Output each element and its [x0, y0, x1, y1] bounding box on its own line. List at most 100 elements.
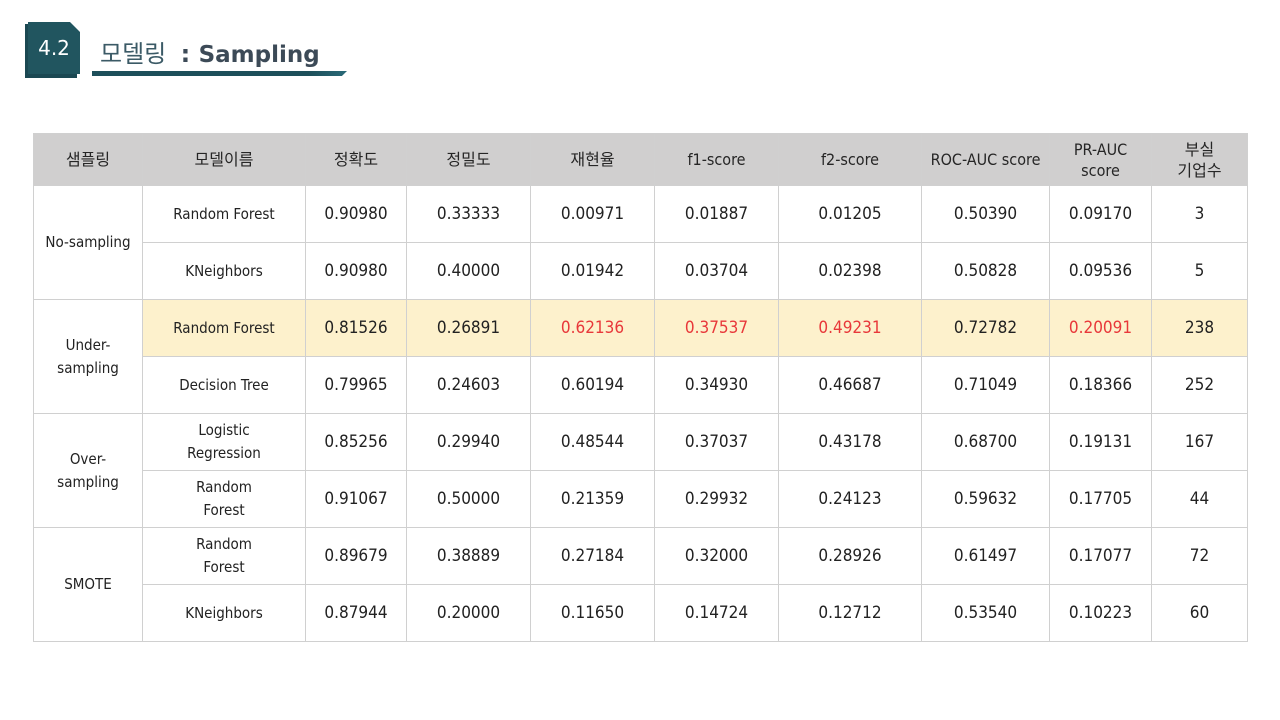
title-separator: :: [172, 40, 199, 68]
title-english: Sampling: [198, 42, 320, 68]
roc-auc-cell: 0.72782: [921, 299, 1050, 357]
insolvent-count-cell: 238: [1151, 299, 1248, 357]
model-name-cell: Random Forest: [142, 470, 306, 528]
recall-cell: 0.48544: [530, 413, 655, 471]
precision-cell: 0.50000: [406, 470, 531, 528]
column-header-pr-auc: PR-AUC score: [1049, 133, 1152, 186]
f1-score-cell: 0.01887: [654, 185, 779, 243]
model-name-cell: Decision Tree: [142, 356, 306, 414]
f2-score-cell: 0.28926: [778, 527, 922, 585]
accuracy-cell: 0.87944: [305, 584, 407, 642]
precision-cell: 0.38889: [406, 527, 531, 585]
accuracy-cell: 0.90980: [305, 242, 407, 300]
pr-auc-cell: 0.17705: [1049, 470, 1152, 528]
recall-cell: 0.60194: [530, 356, 655, 414]
accuracy-cell: 0.79965: [305, 356, 407, 414]
recall-cell: 0.27184: [530, 527, 655, 585]
f2-score-cell: 0.43178: [778, 413, 922, 471]
column-header-roc-auc: ROC-AUC score: [921, 133, 1050, 186]
model-name-cell: KNeighbors: [142, 242, 306, 300]
f1-score-cell: 0.32000: [654, 527, 779, 585]
pr-auc-cell: 0.20091: [1049, 299, 1152, 357]
table-row: No-sampling Random Forest 0.90980 0.3333…: [33, 185, 1248, 300]
insolvent-count-cell: 44: [1151, 470, 1248, 528]
f2-score-cell: 0.02398: [778, 242, 922, 300]
column-header-precision: 정밀도: [406, 133, 531, 186]
table-row: KNeighbors 0.90980 0.40000 0.01942 0.037…: [34, 242, 1248, 300]
recall-cell: 0.00971: [530, 185, 655, 243]
results-table: 샘플링 모델이름 정확도 정밀도 재현율 f1-score f2-score R…: [33, 133, 1248, 642]
insolvent-count-cell: 60: [1151, 584, 1248, 642]
model-name-cell: Random Forest: [142, 185, 306, 243]
roc-auc-cell: 0.50390: [921, 185, 1050, 243]
table-row: Decision Tree 0.79965 0.24603 0.60194 0.…: [34, 356, 1248, 414]
table-row: SMOTE Random Forest 0.89679 0.38889 0.27…: [33, 527, 1248, 642]
accuracy-cell: 0.91067: [305, 470, 407, 528]
pr-auc-cell: 0.09170: [1049, 185, 1152, 243]
accuracy-cell: 0.81526: [305, 299, 407, 357]
pr-auc-cell: 0.18366: [1049, 356, 1152, 414]
roc-auc-cell: 0.71049: [921, 356, 1050, 414]
f2-score-cell: 0.24123: [778, 470, 922, 528]
table-row: KNeighbors 0.87944 0.20000 0.11650 0.147…: [34, 584, 1248, 642]
f2-score-cell: 0.01205: [778, 185, 922, 243]
column-header-insolvent-count: 부실 기업수: [1151, 133, 1248, 186]
model-name-cell: Random Forest: [142, 527, 306, 585]
table-row-highlighted: Under-sampling Random Forest 0.81526 0.2…: [33, 299, 1248, 414]
f2-score-cell: 0.49231: [778, 299, 922, 357]
pr-auc-cell: 0.09536: [1049, 242, 1152, 300]
precision-cell: 0.29940: [406, 413, 531, 471]
model-name-cell: Logistic Regression: [142, 413, 306, 471]
roc-auc-cell: 0.61497: [921, 527, 1050, 585]
group-label-over-sampling: Over- sampling: [33, 413, 143, 528]
roc-auc-cell: 0.53540: [921, 584, 1050, 642]
model-name-cell: KNeighbors: [142, 584, 306, 642]
accuracy-cell: 0.89679: [305, 527, 407, 585]
group-label-smote: SMOTE: [33, 527, 143, 642]
recall-cell: 0.11650: [530, 584, 655, 642]
recall-cell: 0.21359: [530, 470, 655, 528]
roc-auc-cell: 0.59632: [921, 470, 1050, 528]
f1-score-cell: 0.14724: [654, 584, 779, 642]
group-label-no-sampling: No-sampling: [33, 185, 143, 300]
column-header-f1-score: f1-score: [654, 133, 779, 186]
precision-cell: 0.40000: [406, 242, 531, 300]
page-title: 모델링 : Sampling: [100, 34, 320, 68]
column-header-sampling: 샘플링: [33, 133, 143, 186]
title-underline: [92, 71, 347, 76]
column-header-model-name: 모델이름: [142, 133, 306, 186]
f1-score-cell: 0.03704: [654, 242, 779, 300]
accuracy-cell: 0.90980: [305, 185, 407, 243]
section-badge-fold: [70, 22, 80, 32]
f1-score-cell: 0.34930: [654, 356, 779, 414]
roc-auc-cell: 0.68700: [921, 413, 1050, 471]
table-row: Over- sampling Logistic Regression 0.852…: [33, 413, 1248, 528]
insolvent-count-cell: 3: [1151, 185, 1248, 243]
column-header-f2-score: f2-score: [778, 133, 922, 186]
pr-auc-cell: 0.19131: [1049, 413, 1152, 471]
precision-cell: 0.20000: [406, 584, 531, 642]
group-label-under-sampling: Under-sampling: [33, 299, 143, 414]
table-row: Random Forest 0.91067 0.50000 0.21359 0.…: [34, 470, 1248, 528]
pr-auc-cell: 0.10223: [1049, 584, 1152, 642]
f2-score-cell: 0.12712: [778, 584, 922, 642]
model-name-cell: Random Forest: [142, 299, 306, 357]
pr-auc-cell: 0.17077: [1049, 527, 1152, 585]
column-header-accuracy: 정확도: [305, 133, 407, 186]
recall-cell: 0.62136: [530, 299, 655, 357]
f1-score-cell: 0.37037: [654, 413, 779, 471]
f2-score-cell: 0.46687: [778, 356, 922, 414]
precision-cell: 0.33333: [406, 185, 531, 243]
accuracy-cell: 0.85256: [305, 413, 407, 471]
f1-score-cell: 0.29932: [654, 470, 779, 528]
column-header-recall: 재현율: [530, 133, 655, 186]
insolvent-count-cell: 252: [1151, 356, 1248, 414]
title-korean: 모델링: [100, 40, 167, 68]
precision-cell: 0.26891: [406, 299, 531, 357]
roc-auc-cell: 0.50828: [921, 242, 1050, 300]
insolvent-count-cell: 72: [1151, 527, 1248, 585]
table-header-row: 샘플링 모델이름 정확도 정밀도 재현율 f1-score f2-score R…: [33, 133, 1248, 186]
insolvent-count-cell: 5: [1151, 242, 1248, 300]
recall-cell: 0.01942: [530, 242, 655, 300]
insolvent-count-cell: 167: [1151, 413, 1248, 471]
